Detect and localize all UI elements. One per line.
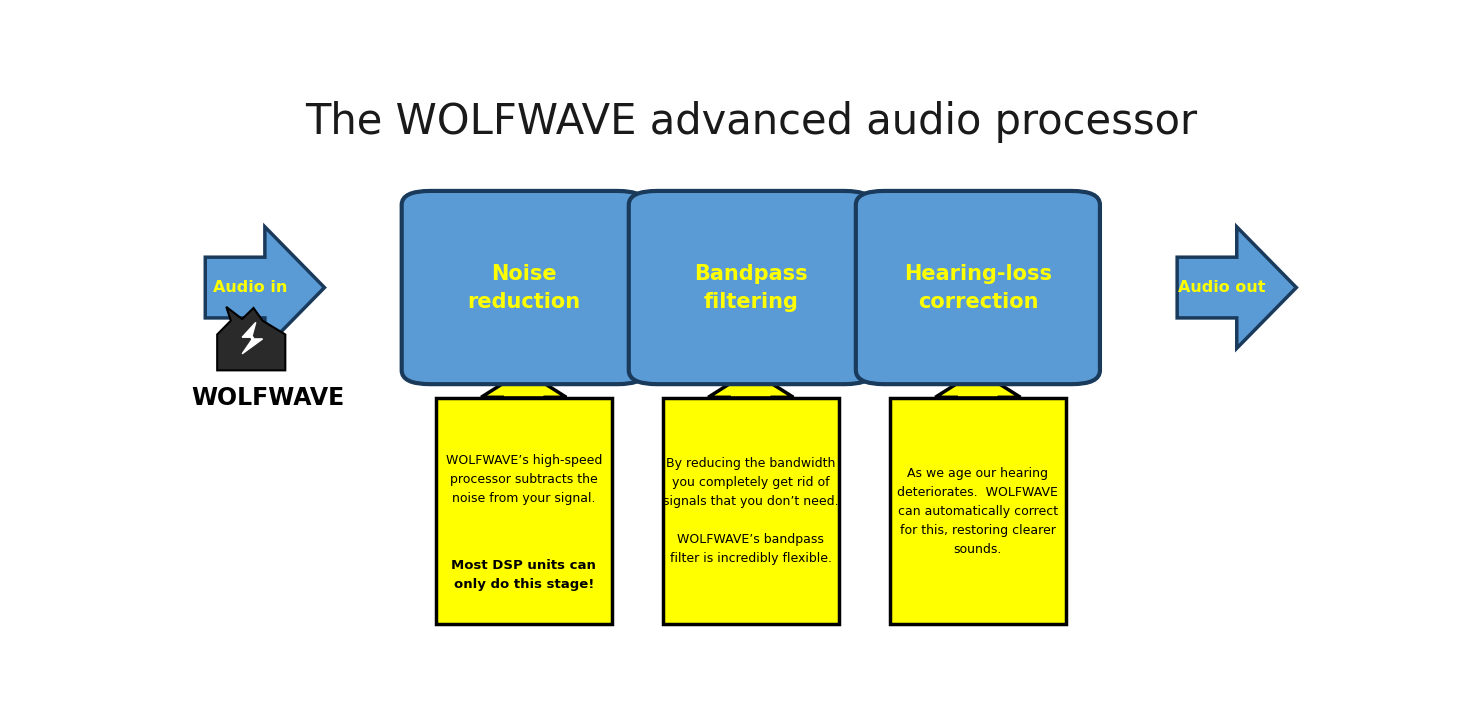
- Polygon shape: [205, 227, 324, 348]
- Polygon shape: [242, 323, 262, 353]
- Text: By reducing the bandwidth
you completely get rid of
signals that you don’t need.: By reducing the bandwidth you completely…: [664, 457, 838, 565]
- Text: Most DSP units can
only do this stage!: Most DSP units can only do this stage!: [451, 559, 596, 591]
- FancyBboxPatch shape: [889, 398, 1067, 625]
- Polygon shape: [935, 371, 1021, 398]
- Text: Audio in: Audio in: [212, 280, 287, 295]
- Text: Audio out: Audio out: [1178, 280, 1266, 295]
- FancyBboxPatch shape: [662, 398, 839, 625]
- Text: Bandpass
filtering: Bandpass filtering: [694, 264, 807, 312]
- Polygon shape: [217, 307, 286, 371]
- Polygon shape: [621, 255, 665, 320]
- Text: The WOLFWAVE advanced audio processor: The WOLFWAVE advanced audio processor: [305, 101, 1197, 143]
- FancyBboxPatch shape: [856, 191, 1100, 384]
- FancyBboxPatch shape: [401, 191, 646, 384]
- FancyBboxPatch shape: [628, 191, 873, 384]
- Text: WOLFWAVE’s high-speed
processor subtracts the
noise from your signal.: WOLFWAVE’s high-speed processor subtract…: [445, 454, 602, 505]
- Text: As we age our hearing
deteriorates.  WOLFWAVE
can automatically correct
for this: As we age our hearing deteriorates. WOLF…: [898, 467, 1058, 556]
- FancyBboxPatch shape: [435, 398, 612, 625]
- Text: Hearing-loss
correction: Hearing-loss correction: [904, 264, 1052, 312]
- Polygon shape: [481, 371, 567, 398]
- Text: WOLFWAVE: WOLFWAVE: [192, 386, 344, 410]
- Polygon shape: [848, 255, 892, 320]
- Polygon shape: [1178, 227, 1297, 348]
- Text: Noise
reduction: Noise reduction: [467, 264, 580, 312]
- Polygon shape: [708, 371, 794, 398]
